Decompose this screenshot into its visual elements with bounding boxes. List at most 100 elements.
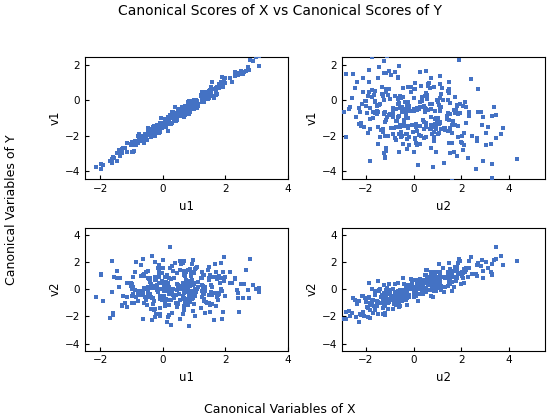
Point xyxy=(355,319,364,326)
Point xyxy=(432,269,441,276)
Point xyxy=(128,141,137,148)
Point xyxy=(400,117,409,123)
Point xyxy=(458,273,466,279)
Point xyxy=(395,287,404,294)
Point xyxy=(181,280,190,286)
Point xyxy=(442,116,451,123)
Point xyxy=(409,129,418,135)
Point xyxy=(376,134,385,140)
Point xyxy=(432,148,441,155)
Point xyxy=(361,297,370,303)
Point xyxy=(444,97,452,103)
Point xyxy=(398,291,407,298)
Point xyxy=(402,114,411,121)
Point xyxy=(380,303,389,310)
Point xyxy=(413,142,422,148)
Point xyxy=(399,93,408,100)
Point xyxy=(429,293,438,300)
Point xyxy=(157,120,166,126)
Point xyxy=(146,127,155,134)
Text: Canonical Variables of Y: Canonical Variables of Y xyxy=(4,135,18,285)
Point xyxy=(188,99,197,106)
Point xyxy=(184,101,193,108)
Point xyxy=(369,109,378,116)
Point xyxy=(149,300,158,307)
Point xyxy=(186,98,195,105)
Point xyxy=(404,286,413,292)
Point xyxy=(189,293,198,299)
Point xyxy=(138,133,147,140)
Point xyxy=(198,282,207,289)
Point xyxy=(436,275,445,281)
Point xyxy=(342,71,351,78)
Point xyxy=(466,254,475,261)
Point xyxy=(484,265,493,272)
Point xyxy=(151,125,160,131)
Point xyxy=(185,104,194,110)
Point xyxy=(413,105,422,111)
Point xyxy=(119,293,128,299)
Point xyxy=(361,98,370,105)
Point xyxy=(164,121,172,128)
Point xyxy=(380,291,389,298)
Point xyxy=(418,104,427,110)
Point xyxy=(121,144,130,151)
Point xyxy=(163,118,172,125)
Point xyxy=(402,286,411,293)
Point xyxy=(430,287,438,294)
Point xyxy=(440,273,449,280)
Point xyxy=(190,99,199,105)
Point xyxy=(413,282,422,289)
Point xyxy=(183,110,192,117)
Point xyxy=(420,105,429,112)
Point xyxy=(426,275,435,282)
Point xyxy=(399,141,408,147)
Point xyxy=(402,99,411,105)
Point xyxy=(431,272,440,279)
Point xyxy=(370,98,379,105)
Point xyxy=(422,124,431,131)
Point xyxy=(178,286,186,293)
Point xyxy=(401,282,410,289)
Point xyxy=(113,158,122,164)
Point xyxy=(204,92,213,98)
Point xyxy=(397,289,406,296)
Point xyxy=(410,80,419,87)
Point xyxy=(157,124,166,131)
Point xyxy=(404,141,413,148)
Point xyxy=(473,137,482,144)
Point xyxy=(140,273,149,279)
Point xyxy=(452,103,461,110)
Point xyxy=(193,264,202,270)
Point xyxy=(188,282,197,289)
Point xyxy=(183,107,192,114)
Point xyxy=(165,302,174,308)
X-axis label: u1: u1 xyxy=(179,200,194,213)
Point xyxy=(488,271,497,278)
Point xyxy=(399,286,408,293)
Point xyxy=(172,115,181,121)
Point xyxy=(181,299,190,305)
Point xyxy=(132,294,141,300)
Point xyxy=(193,101,202,108)
Point xyxy=(189,295,198,302)
Point xyxy=(379,291,388,298)
Point xyxy=(198,293,207,300)
Point xyxy=(451,278,460,284)
Point xyxy=(403,295,412,302)
Point xyxy=(164,297,173,303)
Point xyxy=(197,304,206,311)
Point xyxy=(171,103,180,110)
Point xyxy=(130,286,139,293)
Point xyxy=(206,273,215,280)
Point xyxy=(394,114,403,121)
Point xyxy=(187,288,196,294)
Point xyxy=(412,127,421,134)
Point xyxy=(206,90,215,97)
Point xyxy=(206,272,215,279)
Point xyxy=(155,125,164,132)
Point xyxy=(402,291,410,298)
Point xyxy=(362,102,371,109)
Point xyxy=(382,89,391,95)
Point xyxy=(170,294,179,301)
